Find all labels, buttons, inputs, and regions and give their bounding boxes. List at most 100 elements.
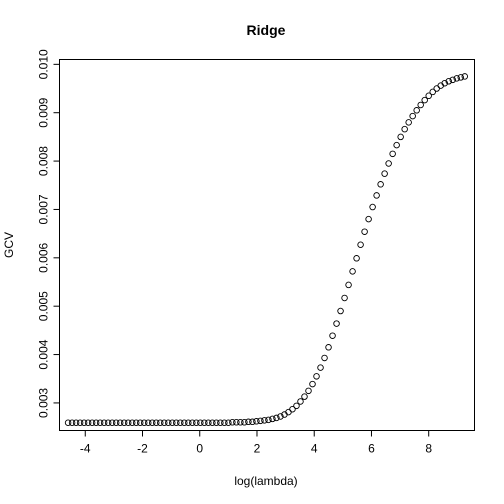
x-tick-label: 2	[254, 442, 261, 456]
y-tick-label: 0.010	[37, 49, 51, 79]
data-point	[425, 92, 432, 100]
data-point	[152, 419, 160, 427]
y-tick-label: 0.009	[37, 97, 51, 127]
y-tick-label: 0.004	[37, 339, 51, 369]
data-point	[197, 419, 204, 427]
data-point	[349, 268, 356, 275]
data-point	[329, 332, 336, 339]
data-point	[265, 416, 272, 424]
data-point	[317, 364, 324, 371]
data-point	[421, 96, 428, 104]
data-point	[80, 419, 88, 427]
data-point	[269, 415, 276, 423]
plot-frame	[59, 59, 475, 431]
data-point	[128, 419, 136, 427]
data-point	[377, 181, 384, 188]
x-tick-label: -2	[137, 442, 148, 456]
data-point	[72, 419, 80, 427]
data-point	[84, 419, 92, 427]
data-point	[116, 419, 124, 427]
data-point	[104, 419, 112, 427]
data-point	[225, 419, 232, 427]
data-point	[341, 294, 348, 302]
data-point	[217, 419, 224, 427]
y-tick-label: 0.005	[37, 291, 51, 321]
y-axis: 0.003 0.004 0.005 0.006 0.007 0.008 0.009 0.010	[37, 49, 60, 418]
data-point	[165, 419, 172, 427]
data-point	[108, 419, 116, 427]
data-point	[112, 419, 120, 427]
data-point	[313, 373, 320, 380]
data-point	[245, 418, 252, 426]
data-point	[213, 419, 220, 427]
data-point	[209, 419, 216, 427]
data-point	[441, 79, 448, 87]
data-point	[325, 344, 332, 351]
data-point	[241, 419, 248, 426]
x-tick-label: 4	[311, 442, 318, 456]
data-point	[205, 419, 212, 427]
data-point	[293, 402, 300, 410]
data-point	[185, 419, 192, 427]
data-point	[401, 125, 408, 133]
data-point	[457, 74, 465, 81]
data-point	[361, 228, 368, 235]
data-point	[257, 417, 264, 425]
data-point	[369, 203, 376, 211]
data-point	[64, 419, 72, 427]
data-point	[297, 398, 304, 405]
data-point	[409, 112, 416, 120]
data-point	[397, 133, 404, 141]
data-point	[337, 307, 344, 315]
data-point	[120, 419, 128, 427]
data-point	[96, 419, 104, 427]
data-point	[373, 192, 380, 199]
data-point	[453, 75, 461, 82]
x-tick-label: 8	[425, 442, 432, 456]
data-point	[445, 78, 452, 85]
data-point	[169, 419, 176, 427]
data-point	[461, 73, 469, 80]
data-point	[381, 170, 388, 177]
data-point	[193, 419, 200, 427]
y-tick-label: 0.006	[37, 242, 51, 272]
data-point	[249, 418, 256, 426]
data-point	[405, 119, 412, 126]
data-point	[253, 418, 260, 425]
data-point	[433, 85, 440, 92]
data-point	[393, 141, 400, 149]
data-point	[289, 405, 296, 413]
data-point	[353, 255, 360, 262]
data-point	[345, 281, 352, 289]
data-point	[181, 419, 188, 427]
data-point	[140, 419, 148, 427]
data-point	[389, 150, 396, 158]
data-point	[237, 419, 244, 426]
data-point	[277, 413, 284, 420]
data-point	[273, 414, 280, 422]
data-point	[177, 419, 184, 427]
data-point	[233, 419, 240, 426]
data-point	[144, 419, 152, 427]
data-point	[132, 419, 140, 427]
data-point	[417, 101, 424, 109]
data-point	[301, 393, 308, 400]
data-point	[429, 88, 436, 96]
data-point	[76, 419, 84, 427]
data-point	[136, 419, 144, 427]
data-point	[413, 107, 420, 114]
data-point	[161, 419, 168, 427]
x-tick-label: 0	[196, 442, 203, 456]
data-point	[221, 419, 228, 427]
data-point	[365, 215, 372, 223]
y-tick-label: 0.007	[37, 194, 51, 224]
data-point	[124, 419, 132, 427]
data-point	[173, 419, 180, 427]
data-point	[156, 419, 164, 427]
data-point	[309, 380, 316, 388]
data-point	[229, 419, 236, 426]
y-tick-label: 0.003	[37, 388, 51, 418]
y-axis-label: GCV	[2, 232, 16, 258]
data-point	[261, 417, 268, 424]
data-point	[100, 419, 108, 427]
